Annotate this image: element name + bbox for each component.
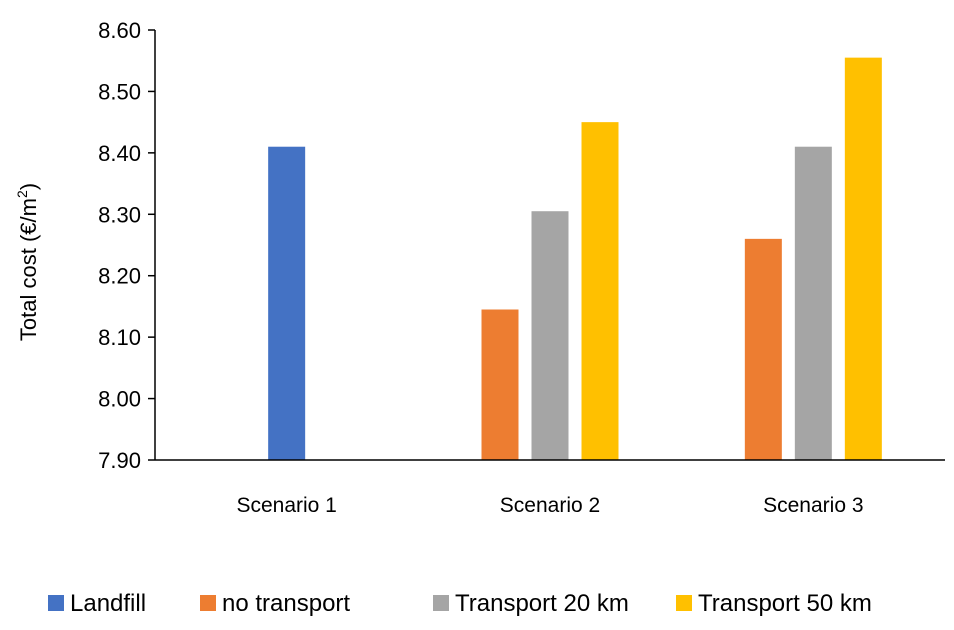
y-tick-label: 7.90	[98, 448, 141, 473]
bars	[268, 57, 882, 461]
legend-label: Transport 50 km	[698, 590, 872, 617]
legend-swatch	[676, 595, 692, 611]
x-category-label: Scenario 1	[236, 494, 336, 517]
bar-no-transport-scenario-2	[481, 309, 519, 460]
x-category-label: Scenario 3	[763, 494, 863, 517]
bar-transport-20-km-scenario-3	[794, 146, 832, 460]
y-tick-label: 8.00	[98, 387, 141, 412]
legend-swatch	[200, 595, 216, 611]
bar-transport-50-km-scenario-3	[844, 57, 882, 461]
legend-swatch	[433, 595, 449, 611]
y-tick-label: 8.30	[98, 202, 141, 227]
bar-transport-50-km-scenario-2	[581, 122, 619, 461]
legend: Landfill no transport Transport 20 km Trans…	[48, 590, 872, 617]
y-tick-label: 8.60	[98, 18, 141, 43]
x-category-label: Scenario 2	[500, 494, 600, 517]
y-tick-label: 8.20	[98, 264, 141, 289]
bar-landfill-scenario-1	[268, 146, 306, 460]
legend-swatch	[48, 595, 64, 611]
y-axis-ticks: 7.90 8.00 8.10 8.20 8.30 8.40 8.50 8.60	[98, 18, 155, 473]
legend-label: Transport 20 km	[455, 590, 629, 617]
y-tick-label: 8.10	[98, 325, 141, 350]
x-axis-labels: Scenario 1 Scenario 2 Scenario 3	[236, 494, 863, 517]
y-tick-label: 8.40	[98, 141, 141, 166]
legend-label: no transport	[222, 590, 350, 617]
bar-no-transport-scenario-3	[744, 238, 782, 460]
y-axis-title: Total cost (€/m2)	[14, 183, 41, 341]
legend-label: Landfill	[70, 590, 146, 617]
bar-transport-20-km-scenario-2	[531, 211, 569, 460]
y-tick-label: 8.50	[98, 79, 141, 104]
